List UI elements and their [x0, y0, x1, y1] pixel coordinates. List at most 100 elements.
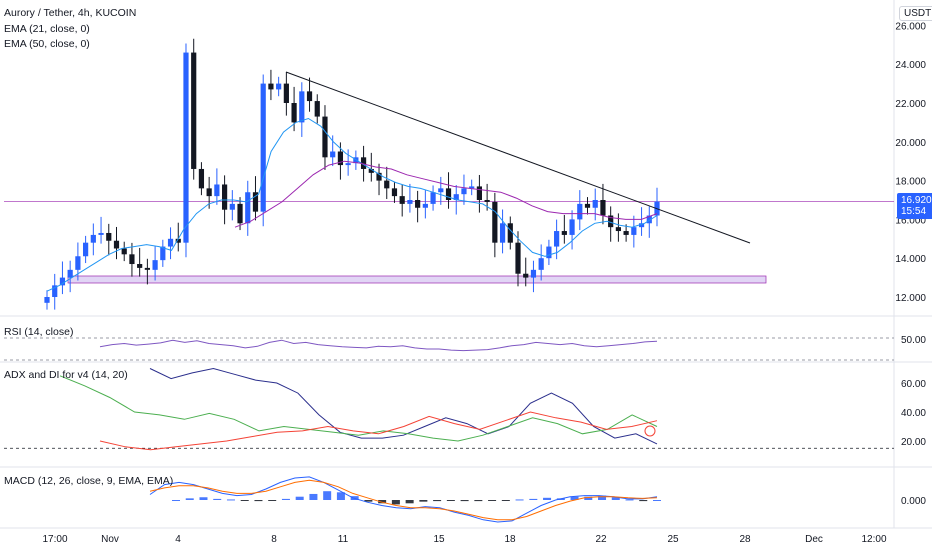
- rsi-line: [99, 339, 658, 352]
- time-axis-tick: 11: [338, 534, 349, 545]
- candle-body: [214, 184, 220, 197]
- adx-cross-marker: [644, 425, 656, 437]
- candle-body: [221, 184, 228, 210]
- candle-body: [384, 180, 390, 189]
- candle-body: [484, 200, 490, 202]
- macd-histogram-bar: [639, 500, 648, 502]
- candle-body: [476, 186, 483, 200]
- macd-line: [149, 476, 658, 523]
- macd-histogram-bar: [501, 500, 510, 501]
- candle-body: [584, 203, 591, 208]
- candle-body: [59, 277, 66, 286]
- time-axis-tick: 18: [504, 534, 516, 545]
- candle-body: [422, 203, 428, 208]
- candle-body: [90, 234, 96, 243]
- candle-body: [113, 240, 120, 249]
- candle-body: [237, 203, 243, 224]
- candle-body: [445, 188, 452, 200]
- time-axis-tick: Dec: [805, 534, 823, 545]
- candle-body: [438, 188, 444, 193]
- candle-body: [453, 194, 459, 200]
- currency-badge[interactable]: USDT: [899, 6, 932, 21]
- candle-body: [83, 242, 89, 257]
- time-axis-tick: 28: [739, 534, 751, 545]
- macd-histogram-bar: [488, 500, 497, 501]
- last-price-badge: 16.920 15:54: [897, 193, 932, 219]
- macd-histogram-bar: [653, 500, 661, 501]
- symbol-title: Aurory / Tether, 4h, KUCOIN: [4, 7, 137, 19]
- adx-legend: ADX and DI for v4 (14, 20): [4, 369, 128, 381]
- macd-histogram-bar: [529, 498, 538, 500]
- candle-body: [337, 151, 344, 166]
- candle-body: [322, 116, 328, 158]
- candle-body: [492, 201, 498, 243]
- candle-body: [523, 273, 529, 278]
- candle-body: [499, 223, 506, 243]
- macd-histogram-bar: [543, 497, 552, 500]
- candle-body: [592, 200, 598, 208]
- macd-histogram-bar: [240, 500, 249, 501]
- candle-body: [175, 238, 181, 243]
- price-axis-tick: 22.000: [895, 99, 926, 110]
- ema21-line: [46, 117, 658, 292]
- macd-histogram-bar: [378, 500, 387, 504]
- price-axis-tick: 14.000: [895, 254, 926, 265]
- candle-body: [291, 103, 297, 123]
- candle-body: [183, 52, 189, 243]
- price-axis-tick: 20.000: [895, 138, 926, 149]
- macd-histogram-bar: [281, 498, 290, 500]
- macd-histogram-bar: [336, 492, 345, 500]
- macd-histogram-bar: [515, 499, 524, 501]
- candle-body: [144, 267, 150, 270]
- candle-body: [75, 256, 81, 270]
- price-axis-tick: 26.000: [895, 21, 926, 32]
- plus-di-line: [59, 375, 658, 442]
- candle-body: [306, 91, 313, 102]
- candle-body: [538, 258, 544, 270]
- candle-body: [415, 200, 421, 208]
- candle-body: [299, 91, 305, 123]
- macd-histogram-bar: [213, 498, 222, 500]
- macd-histogram-bar: [405, 500, 414, 504]
- candle-body: [276, 83, 282, 90]
- candle-body: [67, 269, 73, 278]
- ema21-legend: EMA (21, close, 0): [4, 23, 90, 35]
- candle-body: [152, 260, 158, 270]
- macd-histogram-bar: [364, 500, 373, 502]
- candle-body: [198, 168, 205, 189]
- macd-histogram-bar: [172, 500, 180, 501]
- macd-histogram-bar: [474, 500, 483, 502]
- candle-body: [430, 192, 436, 204]
- candle-body: [515, 242, 521, 274]
- candle-body: [368, 168, 374, 173]
- candle-body: [469, 186, 475, 189]
- time-axis-tick: 22: [595, 534, 607, 545]
- candle-body: [461, 188, 467, 195]
- adx-line: [149, 367, 658, 445]
- time-axis-tick: 15: [433, 534, 445, 545]
- rsi-legend: RSI (14, close): [4, 326, 74, 338]
- candle-body: [98, 232, 104, 235]
- candle-body: [407, 200, 413, 204]
- candle-body: [129, 254, 135, 265]
- macd-histogram-bar: [391, 500, 400, 505]
- candle-body: [252, 192, 259, 212]
- candle-body: [546, 246, 552, 259]
- time-axis-tick: Nov: [101, 534, 119, 545]
- macd-histogram-bar: [268, 500, 277, 501]
- macd-histogram-bar: [199, 497, 208, 500]
- last-price-value: 16.920: [901, 195, 932, 206]
- rsi-axis-tick: 50.00: [901, 335, 926, 346]
- price-axis-tick: 12.000: [895, 293, 926, 304]
- candle-body: [391, 188, 398, 197]
- trendline: [285, 71, 751, 244]
- candle-body: [376, 172, 382, 181]
- macd-histogram-bar: [433, 500, 442, 502]
- candle-body: [530, 269, 537, 278]
- signal-line: [149, 479, 658, 521]
- candle-body: [44, 297, 50, 303]
- time-axis-tick: 17:00: [42, 534, 67, 545]
- price-axis-tick: 24.000: [895, 60, 926, 71]
- macd-histogram-bar: [570, 496, 579, 500]
